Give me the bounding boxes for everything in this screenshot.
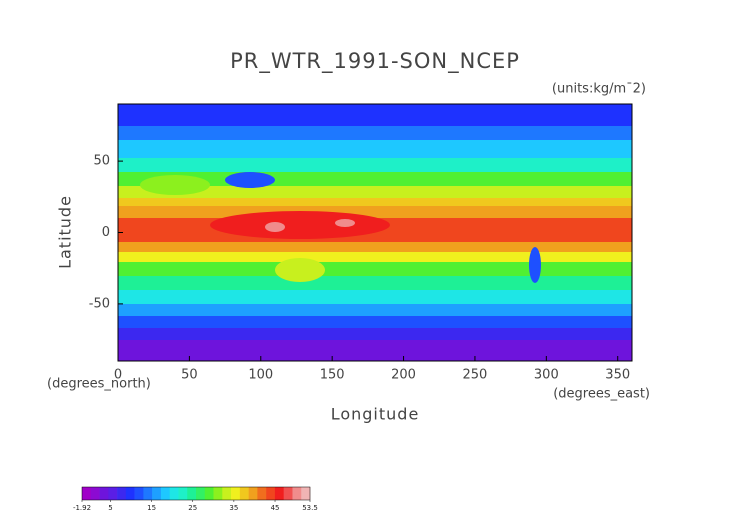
colorbar-swatch [134,487,144,500]
colorbar-swatch [108,487,118,500]
x-tick-label: 250 [463,368,488,383]
colorbar-swatch [248,487,258,500]
colorbar-frame [81,486,311,501]
x-axis-label: Longitude [331,405,420,424]
colorbar-swatch [99,487,109,500]
x-tick-label: 300 [534,368,559,383]
colorbar-swatch [274,487,284,500]
chart-title: PR_WTR_1991-SON_NCEP [230,49,520,74]
colorbar-tick-label: 53.5 [302,504,318,512]
colorbar-swatch [292,487,302,500]
x-tick-label: 150 [320,368,345,383]
colorbar-tick-label: 25 [188,504,197,512]
colorbar-swatch [239,487,249,500]
colorbar-swatch [90,487,100,500]
x-unit-label: (degrees_east) [553,387,650,402]
colorbar-swatch [178,487,188,500]
y-tick-label: 50 [93,154,110,169]
x-tick-label: 0 [114,368,122,383]
colorbar-tick-label: 45 [271,504,280,512]
colorbar-swatch [283,487,293,500]
y-tick-label: 0 [102,225,110,240]
colorbar-swatch [143,487,153,500]
colorbar-swatch [266,487,276,500]
colorbar-swatch [257,487,267,500]
colorbar-swatch [213,487,223,500]
x-tick-label: 350 [605,368,630,383]
precipitable-water-field [118,104,632,361]
colorbar-swatch [196,487,206,500]
colorbar-swatch [82,487,92,500]
colorbar-swatch [187,487,197,500]
colorbar-swatch [125,487,135,500]
colorbar-swatch [301,487,311,500]
colorbar-tick-label: 5 [108,504,112,512]
y-tick-label: -50 [89,296,110,311]
colorbar-swatch [169,487,179,500]
colorbar-swatch [117,487,127,500]
x-tick-label: 200 [391,368,416,383]
x-tick-label: 100 [248,368,273,383]
colorbar-tick-label: -1.92 [73,504,91,512]
colorbar-swatch [160,487,170,500]
colorbar-swatch [152,487,162,500]
x-tick-label: 50 [181,368,198,383]
colorbar-tick-label: 15 [147,504,156,512]
colorbar-swatch [231,487,241,500]
units-label: (units:kg/m¯2) [552,82,646,97]
y-unit-label: (degrees_north) [47,377,151,392]
y-axis-label: Latitude [56,195,75,269]
colorbar-swatch [222,487,232,500]
colorbar-swatch [204,487,214,500]
colorbar-tick-label: 35 [229,504,238,512]
